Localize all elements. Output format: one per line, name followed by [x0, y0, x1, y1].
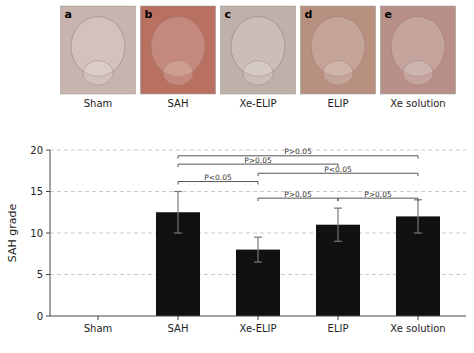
x-tick-label: Xe-ELIP	[239, 323, 276, 334]
y-axis-label: SAH grade	[6, 204, 19, 263]
photo-panel	[140, 6, 215, 94]
error-cap	[414, 232, 422, 233]
y-tick-label: 20	[30, 145, 43, 156]
error-line	[177, 192, 178, 234]
error-bar	[174, 192, 182, 234]
y-tick	[46, 150, 50, 151]
x-tick	[178, 316, 179, 320]
x-tick-label: Xe solution	[390, 323, 445, 334]
y-tick-label: 5	[37, 269, 43, 280]
panel-caption: SAH	[168, 98, 189, 109]
cerebellum-shape	[83, 61, 113, 86]
photo-panel	[60, 6, 135, 94]
error-line	[337, 208, 338, 241]
cerebellum-shape	[163, 61, 193, 86]
error-cap	[174, 232, 182, 233]
photo-panel	[220, 6, 295, 94]
cerebellum-shape	[243, 61, 273, 86]
bracket-label: P>0.05	[284, 147, 312, 156]
y-tick	[46, 191, 50, 192]
photo-panel	[300, 6, 375, 94]
error-bar	[254, 237, 262, 262]
error-line	[257, 237, 258, 262]
grid-line	[50, 191, 466, 192]
error-line	[417, 200, 418, 233]
error-cap	[334, 241, 342, 242]
bracket-label: P>0.05	[364, 190, 392, 199]
cerebellum-shape	[403, 61, 433, 86]
y-tick	[46, 316, 50, 317]
x-tick-label: SAH	[168, 323, 189, 334]
x-axis: Sham SAH Xe-ELIP ELIP Xe solution	[50, 316, 466, 334]
error-cap	[174, 191, 182, 192]
panel-caption: Xe-ELIP	[239, 98, 276, 109]
photo-panels: a Sham b SAH c Xe-ELIP d ELIP e Xe solution	[60, 6, 455, 109]
y-tick	[46, 274, 50, 275]
error-cap	[254, 237, 262, 238]
panel-label: b	[144, 8, 152, 21]
error-cap	[334, 208, 342, 209]
panel-caption: ELIP	[328, 98, 349, 109]
panel-caption: Sham	[84, 98, 113, 109]
panel-label: a	[64, 8, 71, 21]
photo-panel	[380, 6, 455, 94]
x-tick	[338, 316, 339, 320]
x-tick	[258, 316, 259, 320]
panel-label: d	[304, 8, 312, 21]
grid-line	[50, 150, 466, 151]
y-tick-label: 0	[37, 311, 43, 322]
bracket-label: P>0.05	[284, 190, 312, 199]
error-cap	[254, 261, 262, 262]
y-axis: 0 5 10 15 20 SAH grade	[6, 145, 50, 322]
x-tick	[418, 316, 419, 320]
panel-label: e	[384, 8, 391, 21]
error-bar	[334, 208, 342, 241]
bracket-label: P>0.05	[244, 156, 272, 165]
x-tick	[98, 316, 99, 320]
panel-label: c	[224, 8, 231, 21]
y-tick	[46, 233, 50, 234]
y-tick-label: 10	[30, 228, 43, 239]
error-bar	[414, 200, 422, 233]
x-tick-label: ELIP	[328, 323, 349, 334]
significance-brackets: P<0.05P>0.05P>0.05P<0.05P>0.05P>0.05	[178, 147, 418, 201]
bracket-label: P<0.05	[204, 173, 232, 182]
cerebellum-shape	[323, 61, 353, 86]
panel-caption: Xe solution	[390, 98, 445, 109]
bars	[156, 192, 440, 317]
y-axis-line	[50, 150, 51, 316]
y-tick-label: 15	[30, 186, 43, 197]
x-tick-label: Sham	[84, 323, 113, 334]
